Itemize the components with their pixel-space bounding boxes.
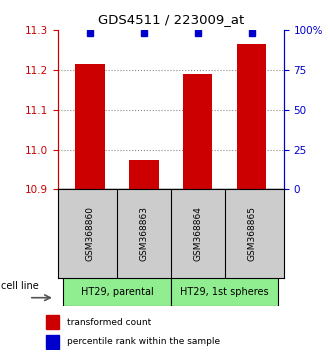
Text: GSM368864: GSM368864 bbox=[193, 206, 202, 261]
Bar bbox=[75, 64, 105, 189]
Bar bbox=[171, 278, 279, 306]
Bar bbox=[63, 278, 171, 306]
Bar bbox=[47, 315, 59, 329]
Bar bbox=[183, 74, 213, 189]
Text: percentile rank within the sample: percentile rank within the sample bbox=[67, 337, 220, 347]
Text: HT29, parental: HT29, parental bbox=[81, 287, 153, 297]
Text: GSM368863: GSM368863 bbox=[139, 206, 148, 261]
Text: transformed count: transformed count bbox=[67, 318, 151, 327]
Text: cell line: cell line bbox=[1, 281, 39, 291]
Bar bbox=[237, 44, 266, 189]
Bar bbox=[47, 335, 59, 348]
Bar bbox=[129, 160, 159, 189]
Title: GDS4511 / 223009_at: GDS4511 / 223009_at bbox=[98, 13, 244, 26]
Text: GSM368865: GSM368865 bbox=[247, 206, 256, 261]
Text: HT29, 1st spheres: HT29, 1st spheres bbox=[180, 287, 269, 297]
Text: GSM368860: GSM368860 bbox=[85, 206, 94, 261]
